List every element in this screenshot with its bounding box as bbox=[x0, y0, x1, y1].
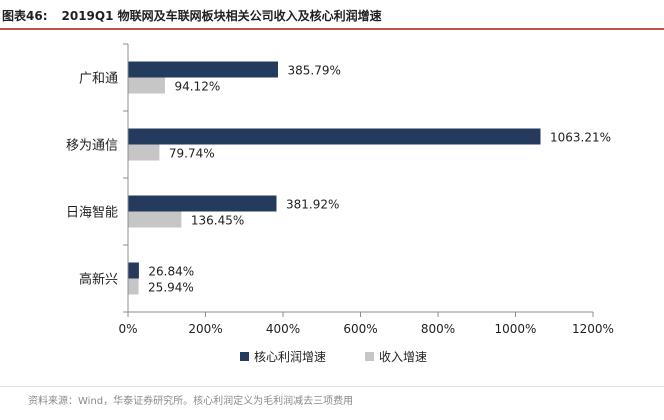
x-tick-label: 800% bbox=[421, 322, 455, 336]
x-tick-label: 1200% bbox=[572, 322, 614, 336]
footer-rule bbox=[0, 386, 664, 387]
x-tick-label: 400% bbox=[266, 322, 300, 336]
bar-core-profit-growth bbox=[128, 195, 277, 212]
bar-revenue-growth bbox=[128, 211, 182, 228]
legend-label: 收入增速 bbox=[379, 350, 427, 364]
figure-title: 图表46: 2019Q1 物联网及车联网板块相关公司收入及核心利润增速 bbox=[2, 7, 382, 24]
data-label: 94.12% bbox=[174, 80, 220, 94]
figure-number: 图表46: bbox=[2, 9, 48, 23]
bar-revenue-growth bbox=[128, 278, 139, 295]
x-tick-label: 200% bbox=[188, 322, 222, 336]
source-note: 资料来源：Wind，华泰证券研究所。核心利润定义为毛利润减去三项费用 bbox=[28, 396, 354, 407]
legend-swatch bbox=[365, 352, 374, 361]
data-label: 381.92% bbox=[286, 198, 339, 212]
bar-core-profit-growth bbox=[128, 128, 541, 145]
bar-revenue-growth bbox=[128, 77, 165, 94]
title-rule bbox=[0, 28, 664, 30]
category-label: 移为通信 bbox=[66, 139, 118, 154]
data-label: 79.74% bbox=[169, 147, 215, 161]
bar-core-profit-growth bbox=[128, 262, 139, 279]
data-label: 136.45% bbox=[191, 214, 244, 228]
bar-core-profit-growth bbox=[128, 61, 278, 78]
x-tick-label: 1000% bbox=[495, 322, 537, 336]
category-label: 高新兴 bbox=[79, 272, 118, 288]
data-label: 26.84% bbox=[148, 265, 194, 279]
bar-revenue-growth bbox=[128, 144, 160, 161]
figure-title-text: 2019Q1 物联网及车联网板块相关公司收入及核心利润增速 bbox=[61, 9, 382, 23]
category-label: 日海智能 bbox=[66, 206, 118, 221]
data-label: 385.79% bbox=[287, 64, 340, 78]
data-label: 25.94% bbox=[148, 281, 194, 295]
legend-label: 核心利润增速 bbox=[254, 350, 326, 364]
data-label: 1063.21% bbox=[550, 131, 611, 145]
figure-header: 图表46: 2019Q1 物联网及车联网板块相关公司收入及核心利润增速 bbox=[0, 0, 664, 30]
x-tick-label: 600% bbox=[343, 322, 377, 336]
category-label: 广和通 bbox=[79, 72, 118, 87]
legend-swatch bbox=[240, 352, 249, 361]
x-tick-label: 0% bbox=[118, 322, 137, 336]
